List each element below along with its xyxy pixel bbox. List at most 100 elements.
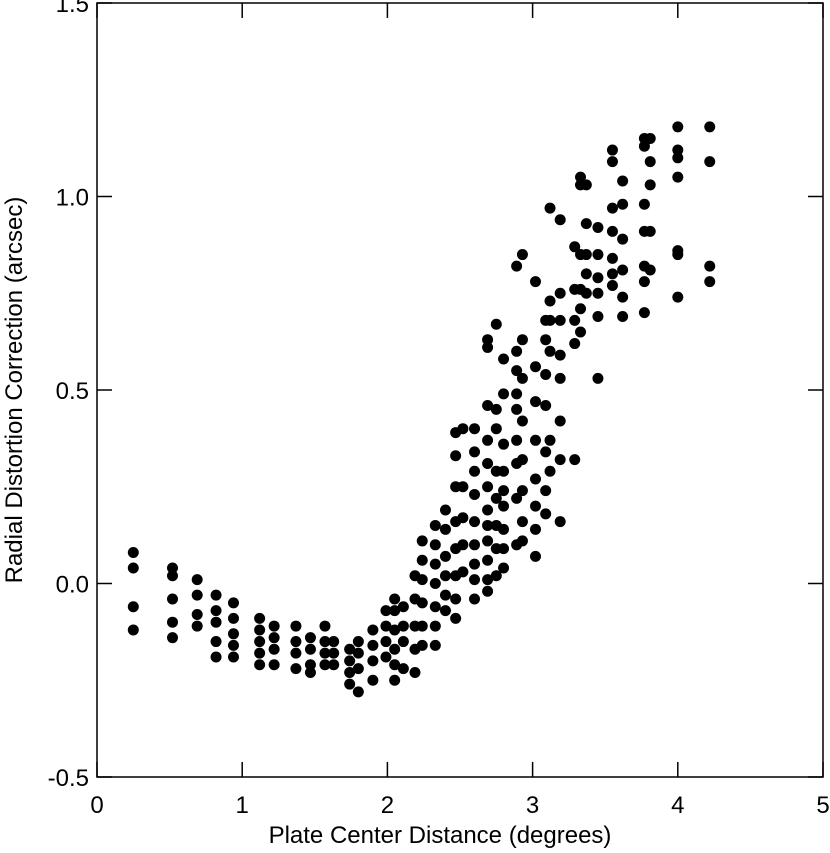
point — [530, 396, 542, 408]
point — [482, 458, 494, 470]
point — [457, 512, 469, 524]
point — [457, 423, 469, 435]
point — [554, 314, 566, 326]
y-tick-label: -0.5 — [48, 765, 89, 792]
point — [575, 303, 587, 315]
point — [617, 310, 629, 322]
point — [704, 121, 716, 133]
point — [672, 171, 684, 183]
point — [191, 574, 203, 586]
point — [319, 636, 331, 648]
point — [416, 597, 428, 609]
point — [328, 636, 340, 648]
point — [530, 500, 542, 512]
point — [554, 516, 566, 528]
point — [482, 399, 494, 411]
point — [397, 663, 409, 675]
point — [638, 198, 650, 210]
point — [380, 605, 392, 617]
point — [554, 415, 566, 427]
point — [416, 620, 428, 632]
point — [304, 659, 316, 671]
point — [167, 616, 179, 628]
point — [469, 593, 481, 605]
point — [469, 558, 481, 570]
point — [210, 589, 222, 601]
point — [227, 651, 239, 663]
point — [592, 310, 604, 322]
x-tick-label: 5 — [816, 792, 829, 819]
point — [516, 516, 528, 528]
point — [498, 353, 510, 365]
point — [704, 156, 716, 168]
point — [482, 574, 494, 586]
point — [469, 488, 481, 500]
point — [638, 140, 650, 152]
point — [580, 249, 592, 261]
y-tick-label: 1.0 — [56, 185, 89, 212]
point — [457, 481, 469, 493]
point — [617, 233, 629, 245]
point — [328, 659, 340, 671]
point — [439, 570, 451, 582]
point — [554, 349, 566, 361]
point — [644, 225, 656, 237]
point — [380, 620, 392, 632]
point — [540, 334, 552, 346]
x-tick-label: 1 — [236, 792, 249, 819]
point — [127, 624, 139, 636]
point — [389, 674, 401, 686]
point — [389, 593, 401, 605]
point — [530, 434, 542, 446]
point — [482, 334, 494, 346]
point — [227, 597, 239, 609]
point — [304, 643, 316, 655]
point — [416, 554, 428, 566]
point — [439, 504, 451, 516]
point — [482, 535, 494, 547]
point — [498, 485, 510, 497]
point — [516, 372, 528, 384]
point — [429, 519, 441, 531]
point — [344, 643, 356, 655]
point — [290, 663, 302, 675]
point — [569, 338, 581, 350]
point — [490, 318, 502, 330]
point — [580, 179, 592, 191]
point — [592, 372, 604, 384]
point — [638, 276, 650, 288]
point — [210, 616, 222, 628]
point — [644, 264, 656, 276]
point — [290, 620, 302, 632]
point — [498, 388, 510, 400]
point — [167, 632, 179, 644]
point — [167, 562, 179, 574]
point — [389, 659, 401, 671]
point — [575, 171, 587, 183]
point — [554, 287, 566, 299]
point — [580, 268, 592, 280]
point — [530, 473, 542, 485]
point — [482, 554, 494, 566]
point — [380, 651, 392, 663]
point — [704, 260, 716, 272]
point — [580, 218, 592, 230]
point — [592, 287, 604, 299]
point — [127, 547, 139, 559]
point — [516, 334, 528, 346]
point — [344, 655, 356, 667]
point — [389, 605, 401, 617]
point — [592, 221, 604, 233]
point — [606, 268, 618, 280]
point — [352, 636, 364, 648]
point — [290, 647, 302, 659]
point — [482, 519, 494, 531]
point — [704, 276, 716, 288]
point — [429, 558, 441, 570]
point — [511, 492, 523, 504]
point — [498, 523, 510, 535]
point — [352, 686, 364, 698]
point — [367, 674, 379, 686]
point — [397, 620, 409, 632]
